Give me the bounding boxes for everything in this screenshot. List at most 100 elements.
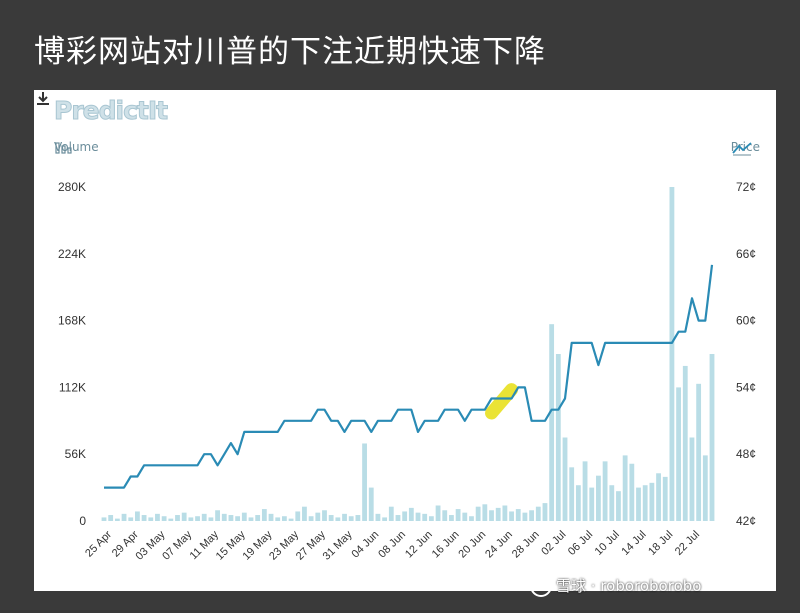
- volume-bar: [616, 491, 621, 521]
- volume-bar: [342, 513, 347, 521]
- volume-bar: [609, 485, 615, 521]
- volume-bar: [428, 516, 434, 521]
- y-tick-right: 54¢: [736, 380, 756, 394]
- bar-chart-icon: [55, 142, 72, 154]
- volume-bar: [569, 467, 575, 521]
- volume-bar: [622, 455, 628, 521]
- volume-bar: [682, 365, 688, 521]
- x-tick-label: 10 Jul: [593, 529, 622, 558]
- volume-bar: [368, 487, 374, 521]
- volume-bar: [308, 516, 314, 521]
- slide-title: 博彩网站对川普的下注近期快速下降: [34, 34, 546, 70]
- volume-bar: [435, 505, 441, 521]
- volume-bar: [709, 354, 715, 521]
- x-tick-label: 04 Jun: [350, 529, 382, 561]
- watermark: 雪球 · roboroborobo: [530, 574, 702, 597]
- volume-bar: [649, 482, 655, 521]
- volume-bar: [529, 510, 535, 521]
- volume-bar: [114, 518, 120, 521]
- volume-bar: [228, 515, 234, 521]
- volume-bar: [449, 515, 454, 521]
- volume-bar: [161, 516, 167, 521]
- x-tick-label: 22 Jul: [673, 529, 702, 558]
- volume-bar: [121, 513, 127, 521]
- volume-bar: [676, 387, 681, 521]
- x-tick-label: 18 Jul: [646, 529, 675, 558]
- x-tick-label: 16 Jun: [430, 529, 462, 561]
- volume-bar: [549, 324, 555, 521]
- volume-bar: [302, 506, 307, 521]
- x-tick-label: 02 Jul: [539, 529, 568, 558]
- predictit-logo: PredictIt: [53, 96, 168, 126]
- volume-bar: [689, 437, 695, 521]
- volume-bar: [702, 455, 708, 521]
- x-tick-label: 28 Jun: [510, 529, 542, 561]
- volume-bar: [248, 517, 254, 521]
- volume-bar: [422, 513, 428, 521]
- y-tick-left: 112K: [59, 380, 86, 394]
- x-tick-label: 20 Jun: [456, 529, 488, 561]
- volume-bar: [662, 476, 668, 521]
- volume-bar: [188, 517, 194, 521]
- volume-bar: [555, 354, 561, 521]
- volume-bar: [335, 517, 341, 521]
- watermark-text: 雪球 · roboroborobo: [556, 576, 702, 595]
- volume-bar: [502, 505, 508, 521]
- xueqiu-logo-icon: [530, 575, 552, 597]
- volume-bar: [522, 512, 528, 521]
- volume-bar: [208, 517, 214, 521]
- volume-bar: [489, 510, 494, 521]
- volume-bar: [442, 510, 448, 521]
- y-tick-right: 42¢: [736, 514, 756, 528]
- chart-plot: 0 56K 112K 168K 224K 280K 42¢ 48¢ 54¢ 60¢ 66¢ 72¢ 25…: [58, 180, 756, 563]
- volume-bar: [475, 506, 481, 521]
- legend-price[interactable]: Price: [731, 140, 760, 156]
- volume-bar: [181, 512, 187, 521]
- y-tick-left: 0: [79, 514, 86, 528]
- y-tick-left: 56K: [65, 447, 86, 461]
- x-tick-label: 24 Jun: [483, 529, 515, 561]
- x-tick-label: 25 Apr: [83, 528, 114, 559]
- y-tick-left: 224K: [58, 247, 86, 261]
- volume-bar: [108, 515, 114, 521]
- volume-bar: [281, 516, 287, 521]
- volume-bar: [328, 515, 334, 521]
- volume-bar: [696, 383, 702, 521]
- volume-bar: [155, 513, 160, 521]
- legend-volume[interactable]: Volume: [54, 140, 99, 154]
- volume-bar: [582, 461, 588, 521]
- price-line: [104, 264, 714, 489]
- x-tick-label: 14 Jul: [619, 529, 648, 558]
- y-tick-right: 66¢: [736, 247, 756, 261]
- volume-bar: [135, 511, 140, 521]
- volume-bar: [469, 516, 474, 521]
- volume-bar: [602, 461, 608, 521]
- volume-bar: [235, 516, 241, 521]
- volume-bar: [562, 437, 568, 521]
- volume-bar: [495, 507, 501, 521]
- y-tick-right: 60¢: [736, 314, 756, 328]
- volume-bar: [322, 510, 327, 521]
- volume-bar: [509, 511, 514, 521]
- volume-bar: [148, 517, 154, 521]
- volume-bar: [175, 515, 180, 521]
- y-tick-left: 280K: [58, 180, 86, 194]
- volume-bar: [395, 515, 401, 521]
- x-tick-label: 07 May: [160, 528, 194, 562]
- y-tick-right: 48¢: [736, 447, 756, 461]
- highlight-marker: [485, 383, 519, 420]
- volume-bar: [295, 511, 301, 521]
- volume-bar: [261, 509, 267, 521]
- volume-bar: [168, 518, 174, 521]
- volume-bar: [402, 511, 408, 521]
- x-tick-label: 31 May: [321, 528, 355, 562]
- line-chart-icon: [732, 142, 752, 156]
- download-icon[interactable]: [34, 90, 52, 108]
- volume-bar: [128, 517, 134, 521]
- y-tick-left: 168K: [58, 314, 86, 328]
- volume-bar: [355, 515, 361, 521]
- volume-bar: [462, 512, 468, 521]
- volume-bar: [542, 503, 548, 521]
- volume-bar: [656, 473, 661, 521]
- volume-bar: [362, 443, 367, 521]
